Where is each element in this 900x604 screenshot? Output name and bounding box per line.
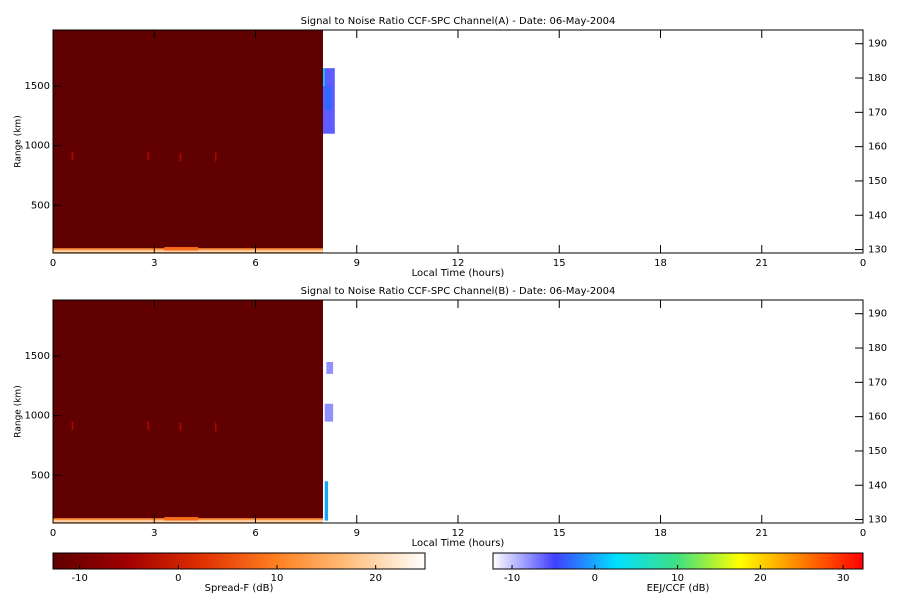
- y2-tick-label: 170: [868, 377, 887, 388]
- x-tick-label: 18: [654, 258, 667, 269]
- heatmap-cell: [215, 152, 217, 162]
- y-axis-label: Range (km): [14, 385, 24, 437]
- heatmap-cell: [324, 481, 329, 521]
- x-tick-label: 15: [553, 258, 566, 269]
- x-tick-label: 21: [755, 528, 768, 539]
- heatmap-cell: [53, 250, 323, 252]
- y2-tick-label: 140: [868, 210, 887, 221]
- heatmap-cell: [324, 86, 332, 110]
- y2-tick-label: 160: [868, 412, 887, 423]
- colorbar-tick-label: 20: [754, 573, 767, 584]
- colorbar-label: EEJ/CCF (dB): [647, 583, 710, 594]
- x-tick-label: 18: [654, 528, 667, 539]
- x-tick-label: 9: [354, 528, 360, 539]
- x-tick-label: 12: [452, 258, 465, 269]
- heatmap-cell: [53, 520, 323, 522]
- y2-tick-label: 150: [868, 446, 887, 457]
- x-tick-label: 9: [354, 258, 360, 269]
- y-tick-label: 1500: [25, 351, 50, 362]
- x-tick-label: 6: [252, 258, 258, 269]
- y2-tick-label: 130: [868, 515, 887, 526]
- y-tick-label: 1000: [25, 411, 50, 422]
- x-axis-label: Local Time (hours): [412, 268, 505, 279]
- heatmap-cell: [147, 421, 150, 430]
- heatmap-cell: [326, 362, 334, 374]
- x-tick-label: 12: [452, 528, 465, 539]
- x-tick-label: 3: [151, 258, 157, 269]
- heatmap-cell: [164, 247, 199, 251]
- y2-tick-label: 130: [868, 245, 887, 256]
- colorbar-tick-label: 30: [837, 573, 850, 584]
- y-tick-label: 500: [31, 470, 50, 481]
- x-tick-label: 6: [252, 528, 258, 539]
- y-axis-label: Range (km): [14, 115, 24, 167]
- y-tick-label: 500: [31, 200, 50, 211]
- colorbar-tick-label: 0: [175, 573, 181, 584]
- colorbar: [52, 552, 426, 570]
- heatmap-cell: [71, 151, 74, 160]
- y2-tick-label: 180: [868, 73, 887, 84]
- x-axis-label: Local Time (hours): [412, 538, 505, 549]
- colorbar-tick-label: 20: [369, 573, 382, 584]
- heatmap-cell: [215, 422, 217, 432]
- x-tick-label: 0: [860, 528, 866, 539]
- y2-tick-label: 150: [868, 176, 887, 187]
- colorbar-tick-label: 10: [671, 573, 684, 584]
- x-tick-label: 0: [50, 258, 56, 269]
- colorbar-tick-label: -10: [504, 573, 520, 584]
- x-tick-label: 0: [50, 528, 56, 539]
- colorbar-label: Spread-F (dB): [205, 583, 274, 594]
- heatmap-cell: [324, 403, 334, 422]
- y2-tick-label: 190: [868, 309, 887, 320]
- panel-title: Signal to Noise Ratio CCF-SPC Channel(A)…: [301, 16, 616, 27]
- heatmap-cell: [147, 151, 150, 160]
- x-tick-label: 0: [860, 258, 866, 269]
- heatmap-cell: [53, 300, 323, 523]
- heatmap-cell: [323, 68, 325, 87]
- y2-tick-label: 170: [868, 107, 887, 118]
- y2-tick-label: 140: [868, 480, 887, 491]
- colorbar-tick-label: -10: [71, 573, 87, 584]
- heatmap-cell: [164, 517, 199, 521]
- heatmap-cell: [179, 422, 182, 432]
- x-tick-label: 3: [151, 528, 157, 539]
- panel-title: Signal to Noise Ratio CCF-SPC Channel(B)…: [301, 286, 616, 297]
- x-tick-label: 21: [755, 258, 768, 269]
- colorbar-tick-label: 10: [271, 573, 284, 584]
- heatmap-cell: [71, 421, 74, 430]
- colorbar-tick-label: 0: [592, 573, 598, 584]
- y2-tick-label: 190: [868, 39, 887, 50]
- heatmap-cell: [179, 152, 182, 162]
- y2-tick-label: 180: [868, 343, 887, 354]
- heatmap-cell: [53, 30, 323, 253]
- y-tick-label: 1500: [25, 81, 50, 92]
- y2-tick-label: 160: [868, 142, 887, 153]
- x-tick-label: 15: [553, 528, 566, 539]
- y-tick-label: 1000: [25, 141, 50, 152]
